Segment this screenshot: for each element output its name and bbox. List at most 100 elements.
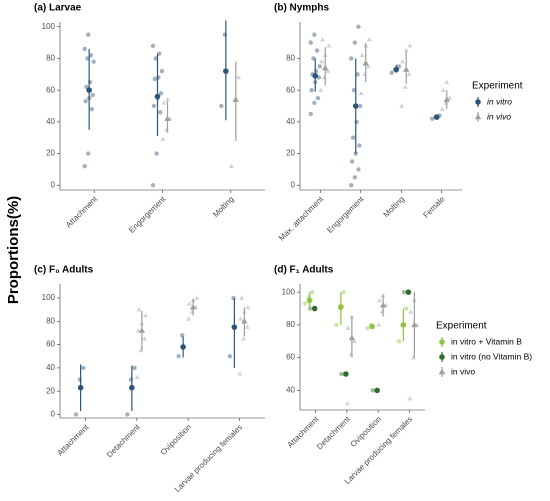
point: [158, 110, 163, 115]
point: [433, 114, 440, 120]
point: [407, 43, 413, 48]
point: [157, 51, 162, 56]
point: [311, 305, 318, 312]
point: [239, 295, 245, 300]
point: [313, 68, 319, 74]
point: [161, 100, 167, 105]
point: [228, 163, 234, 168]
x-tick-label: Molting: [382, 195, 407, 220]
point: [150, 183, 156, 188]
point: [77, 384, 84, 391]
point: [475, 99, 481, 105]
point: [138, 347, 144, 353]
y-tick-label: 40: [286, 117, 295, 126]
point: [142, 312, 149, 318]
point: [156, 75, 161, 80]
point: [399, 103, 405, 108]
point: [231, 295, 236, 301]
point: [380, 292, 386, 298]
y-tick-label: 0: [291, 180, 296, 189]
point: [339, 371, 344, 377]
x-tick-label: Engorgement: [127, 194, 168, 235]
legend-label: in vitro (no Vitamin B): [451, 351, 532, 361]
point: [302, 301, 308, 306]
point: [308, 111, 313, 117]
y-tick-label: 80: [46, 316, 55, 325]
point: [132, 365, 137, 371]
point: [308, 40, 313, 45]
point: [180, 344, 186, 350]
point: [344, 400, 350, 406]
point: [150, 43, 156, 48]
point: [82, 46, 87, 52]
point: [77, 377, 82, 382]
panel-title: (d) F₁ Adults: [274, 265, 334, 276]
point: [365, 325, 370, 331]
point: [88, 53, 94, 58]
y-tick-label: 80: [286, 320, 295, 329]
point: [338, 304, 344, 310]
point: [325, 68, 331, 73]
point: [312, 32, 317, 37]
legend-title: Experiment: [472, 81, 523, 92]
point: [349, 314, 355, 319]
point: [354, 119, 359, 125]
point: [90, 92, 95, 98]
point: [439, 339, 445, 345]
y-tick-label: 60: [286, 85, 295, 94]
point: [83, 99, 88, 104]
point: [306, 297, 313, 304]
point: [366, 36, 372, 42]
point: [151, 103, 157, 109]
point: [142, 336, 148, 341]
point: [376, 297, 383, 303]
point: [393, 66, 400, 73]
point: [314, 48, 320, 53]
point: [81, 365, 86, 371]
point: [186, 301, 193, 306]
point: [129, 384, 135, 391]
point: [334, 322, 339, 328]
point: [158, 91, 164, 96]
point: [312, 73, 319, 79]
point: [406, 71, 412, 77]
point: [374, 387, 380, 394]
point: [439, 106, 445, 111]
point: [352, 40, 358, 45]
point: [438, 368, 446, 375]
point: [152, 76, 157, 82]
y-tick-label: 60: [46, 340, 55, 349]
point: [73, 412, 79, 417]
legend-label: in vitro + Vitamin B: [451, 336, 522, 346]
point: [430, 116, 435, 121]
point: [219, 103, 224, 109]
y-tick-label: 40: [286, 385, 295, 394]
point: [307, 306, 313, 311]
point: [82, 164, 87, 169]
point: [410, 355, 417, 360]
point: [356, 167, 361, 172]
y-tick-label: 80: [286, 54, 295, 63]
x-tick-label: Oviposition: [159, 423, 193, 457]
point: [245, 304, 251, 310]
point: [379, 302, 387, 308]
point: [180, 333, 185, 338]
point: [408, 309, 414, 314]
y-tick-label: 0: [51, 180, 56, 189]
point: [160, 136, 166, 142]
point: [370, 388, 375, 393]
point: [310, 289, 315, 295]
point: [318, 87, 324, 92]
point: [351, 87, 357, 93]
x-tick-label: Detachment: [315, 414, 352, 451]
point: [355, 72, 360, 77]
x-tick-label: Engorgement: [325, 194, 366, 235]
y-tick-label: 20: [286, 149, 295, 158]
point: [186, 316, 192, 321]
point: [352, 338, 358, 344]
point: [319, 59, 325, 64]
point: [400, 59, 406, 64]
point: [362, 59, 369, 66]
point: [128, 377, 134, 382]
point: [322, 64, 329, 71]
